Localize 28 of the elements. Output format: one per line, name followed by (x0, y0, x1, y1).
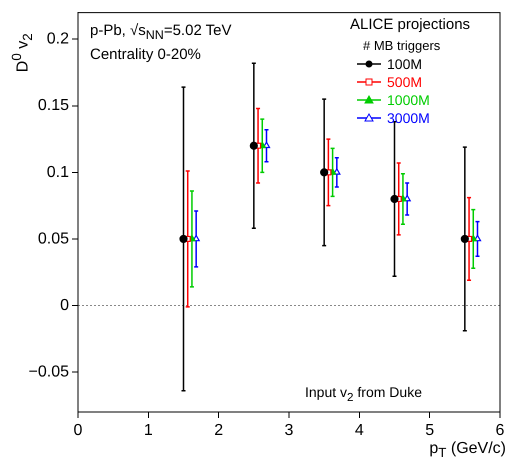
y-tick-label: 0.15 (38, 97, 70, 114)
x-tick-label: 4 (354, 422, 364, 440)
legend-label: 500M (387, 74, 422, 90)
point (390, 194, 399, 204)
y-tick-label: 0.05 (38, 230, 70, 248)
y-tick-label: −0.05 (28, 363, 70, 380)
annotation: Centrality 0-20% (90, 46, 201, 63)
point (460, 234, 469, 244)
legend-title: # MB triggers (363, 38, 440, 53)
x-tick-label: 3 (284, 422, 294, 440)
y-tick-label: 0 (60, 296, 70, 314)
legend-label: 100M (387, 56, 422, 72)
legend-label: 3000M (387, 110, 430, 126)
annotation: p-Pb, √s$_{NN}$=5.02 TeV (90, 22, 232, 42)
x-tick-label: 0 (74, 422, 83, 440)
annotation: ALICE projections (350, 16, 470, 33)
point (250, 142, 258, 150)
annotation: Input v$_{2}$ from Duke (305, 384, 422, 404)
x-tick-label: 5 (425, 422, 434, 440)
point (320, 168, 328, 176)
x-tick-label: 6 (496, 422, 505, 440)
legend-label: 1000M (387, 92, 430, 108)
x-tick-label: 2 (214, 422, 224, 440)
x-tick-label: 1 (144, 422, 153, 440)
x-axis-title: p$_{T}$ (GeV/c) (429, 440, 506, 460)
y-tick-label: 0.2 (46, 30, 70, 48)
point (179, 234, 188, 244)
y-tick-label: 0.1 (46, 164, 70, 181)
